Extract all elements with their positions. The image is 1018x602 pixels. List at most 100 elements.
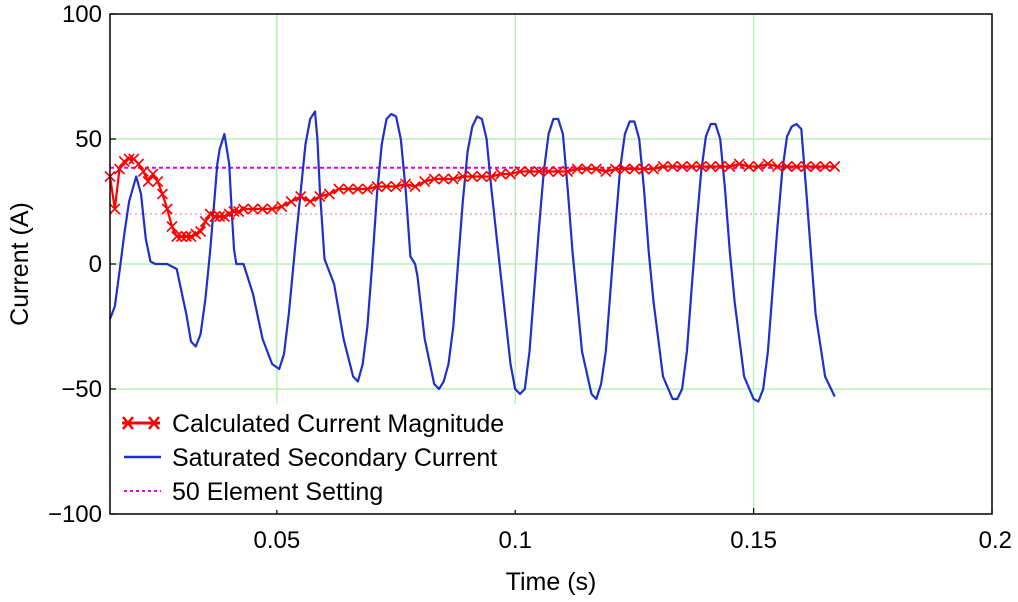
calculated-point-marker [371, 180, 383, 193]
calculated-point-marker [714, 160, 726, 173]
x-tick-label: 0.15 [730, 527, 777, 554]
calculated-point-marker [762, 158, 774, 170]
calculated-point-marker [147, 168, 159, 180]
legend-label-saturated: Saturated Secondary Current [172, 444, 497, 472]
calculated-point-marker [695, 160, 707, 173]
calculated-point-marker [600, 165, 612, 178]
calculated-point-marker [514, 165, 526, 178]
calculated-point-marker [175, 230, 188, 243]
calculated-point-marker [447, 173, 459, 185]
calculated-point-marker [581, 163, 593, 175]
calculated-point-marker [295, 190, 307, 203]
x-axis-ticks: 0.05 0.1 0.15 0.2 [254, 508, 1012, 554]
calculated-point-marker [314, 190, 326, 203]
calculated-point-marker [638, 163, 650, 175]
calculated-point-marker [438, 173, 450, 185]
calculated-point-marker [504, 168, 517, 180]
calculated-point-marker [485, 170, 497, 183]
calculated-point-marker [228, 205, 240, 218]
calculated-point-marker [495, 168, 507, 180]
calculated-point-marker [266, 203, 278, 215]
calculated-point-marker [409, 180, 421, 193]
calculated-point-marker [333, 183, 345, 195]
calculated-point-marker [390, 180, 402, 193]
calculated-point-marker [209, 210, 221, 223]
calculated-point-marker [156, 188, 169, 200]
legend-item-saturated: Saturated Secondary Current [124, 444, 497, 472]
calculated-point-marker [752, 160, 764, 173]
calculated-point-marker [161, 203, 173, 215]
legend-label-calculated: Calculated Current Magnitude [172, 410, 504, 438]
legend-label-setting: 50 Element Setting [172, 478, 383, 506]
calculated-point-marker [810, 160, 822, 173]
calculated-point-marker [237, 203, 250, 215]
calculated-point-marker [724, 160, 736, 173]
calculated-point-marker [457, 170, 469, 183]
y-axis-title: Current (A) [6, 202, 34, 326]
calculated-point-marker [466, 170, 478, 183]
calculated-point-marker [571, 163, 583, 175]
calculated-point-marker [819, 160, 831, 173]
y-tick-label: 50 [75, 126, 102, 153]
calculated-point-marker [342, 183, 354, 195]
calculated-point-marker [171, 230, 183, 243]
calculated-point-marker [647, 163, 660, 175]
legend-item-setting: 50 Element Setting [124, 478, 383, 506]
calculated-point-marker [790, 160, 803, 173]
calculated-point-marker [380, 180, 393, 193]
calculated-point-marker [743, 160, 755, 173]
calculated-point-marker [657, 160, 669, 173]
calculated-point-marker [109, 203, 121, 215]
calculated-point-marker [256, 203, 269, 215]
calculated-point-marker [667, 160, 679, 173]
calculated-point-marker [562, 165, 574, 178]
calculated-point-marker [400, 178, 412, 190]
calculated-point-marker [829, 160, 841, 173]
calculated-point-marker [781, 160, 793, 173]
calculated-point-marker [771, 160, 784, 173]
calculated-point-marker [686, 160, 698, 173]
calculated-point-marker [533, 165, 545, 178]
calculated-point-marker [152, 175, 164, 188]
calculated-point-marker [590, 163, 602, 175]
calculated-point-marker [166, 220, 178, 233]
calculated-point-marker [142, 175, 154, 188]
calculated-point-marker [676, 160, 688, 173]
series-saturated-line [108, 110, 836, 403]
grid-lines [110, 14, 992, 514]
calculated-point-marker [137, 165, 149, 178]
calculated-point-marker [543, 165, 555, 178]
calculated-point-marker [523, 165, 536, 178]
y-tick-label: 0 [89, 251, 102, 278]
legend-item-calculated: Calculated Current Magnitude [122, 410, 504, 438]
calculated-point-marker [733, 158, 745, 170]
calculated-point-marker [800, 160, 812, 173]
x-tick-label: 0.2 [979, 527, 1012, 554]
calculated-point-marker [276, 200, 288, 213]
calculated-point-marker [247, 203, 259, 215]
calculated-point-marker [619, 163, 631, 175]
calculated-point-marker [705, 160, 717, 173]
x-tick-label: 0.05 [254, 527, 301, 554]
calculated-point-marker [428, 173, 440, 185]
calculated-point-marker [323, 188, 335, 200]
calculated-point-marker [361, 183, 374, 195]
y-tick-label: −50 [61, 376, 102, 403]
calculated-point-marker [628, 163, 640, 175]
y-tick-label: −100 [48, 501, 102, 528]
legend: Calculated Current Magnitude Saturated S… [116, 404, 568, 510]
legend-background [116, 404, 568, 510]
calculated-point-marker [214, 210, 226, 223]
calculated-point-marker [419, 175, 431, 188]
x-tick-label: 0.1 [499, 527, 532, 554]
y-tick-label: 100 [62, 1, 102, 28]
calculated-point-marker [285, 195, 297, 208]
calculated-point-marker [180, 230, 192, 243]
x-axis-title: Time (s) [506, 568, 597, 596]
calculated-point-marker [304, 195, 316, 208]
calculated-point-marker [199, 215, 211, 228]
calculated-point-marker [552, 165, 564, 178]
calculated-point-marker [609, 163, 621, 175]
calculated-point-marker [195, 225, 207, 238]
